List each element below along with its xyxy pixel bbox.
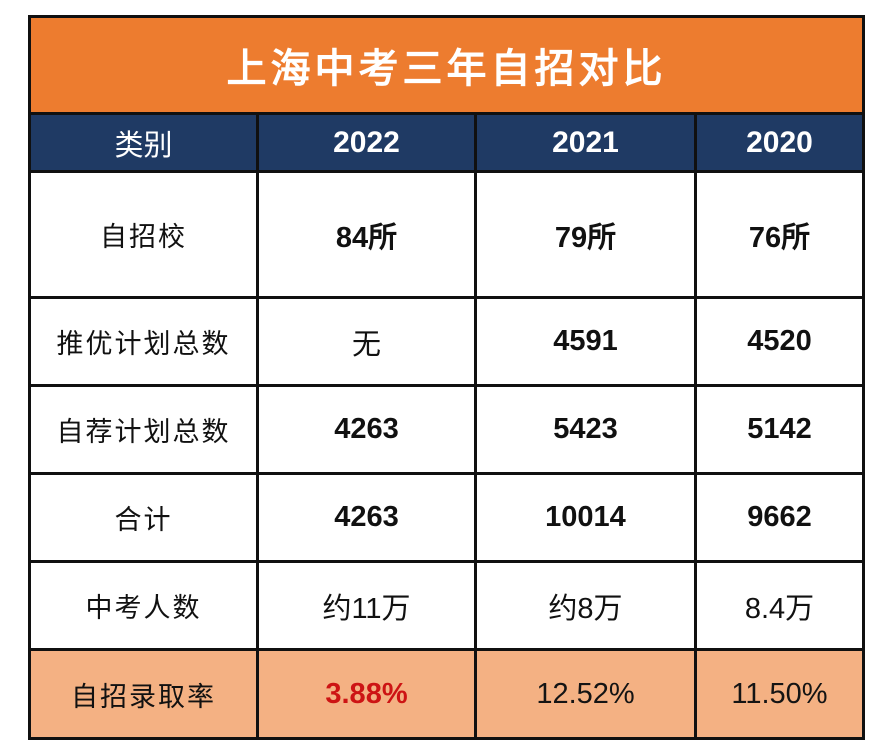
cell-zijian-2022: 4263 — [259, 387, 474, 472]
row-label-zizhaoxiao: 自招校 — [31, 173, 256, 296]
cell-heji-2020: 9662 — [697, 475, 862, 560]
table-title: 上海中考三年自招对比 — [31, 18, 862, 112]
cell-tuiyou-2022: 无 — [259, 299, 474, 384]
cell-luqulv-2022: 3.88% — [259, 651, 474, 737]
cell-zizhaoxiao-2022: 84所 — [259, 173, 474, 296]
row-label-zhongkaorenshu: 中考人数 — [31, 563, 256, 648]
row-label-tuiyou: 推优计划总数 — [31, 299, 256, 384]
cell-heji-2021: 10014 — [477, 475, 694, 560]
cell-zijian-2021: 5423 — [477, 387, 694, 472]
header-cell-2020: 2020 — [697, 115, 862, 170]
comparison-table: 上海中考三年自招对比 类别 2022 2021 2020 自招校 84所 79所… — [28, 15, 865, 740]
cell-zhongkaorenshu-2020: 8.4万 — [697, 563, 862, 648]
cell-tuiyou-2021: 4591 — [477, 299, 694, 384]
header-cell-2021: 2021 — [477, 115, 694, 170]
cell-luqulv-2020: 11.50% — [697, 651, 862, 737]
cell-heji-2022: 4263 — [259, 475, 474, 560]
cell-tuiyou-2020: 4520 — [697, 299, 862, 384]
row-label-zijian: 自荐计划总数 — [31, 387, 256, 472]
header-cell-2022: 2022 — [259, 115, 474, 170]
header-cell-category: 类别 — [31, 115, 256, 170]
row-label-luqulv: 自招录取率 — [31, 651, 256, 737]
cell-zhongkaorenshu-2021: 约8万 — [477, 563, 694, 648]
row-label-heji: 合计 — [31, 475, 256, 560]
cell-zizhaoxiao-2021: 79所 — [477, 173, 694, 296]
cell-luqulv-2021: 12.52% — [477, 651, 694, 737]
cell-zijian-2020: 5142 — [697, 387, 862, 472]
cell-zhongkaorenshu-2022: 约11万 — [259, 563, 474, 648]
cell-zizhaoxiao-2020: 76所 — [697, 173, 862, 296]
